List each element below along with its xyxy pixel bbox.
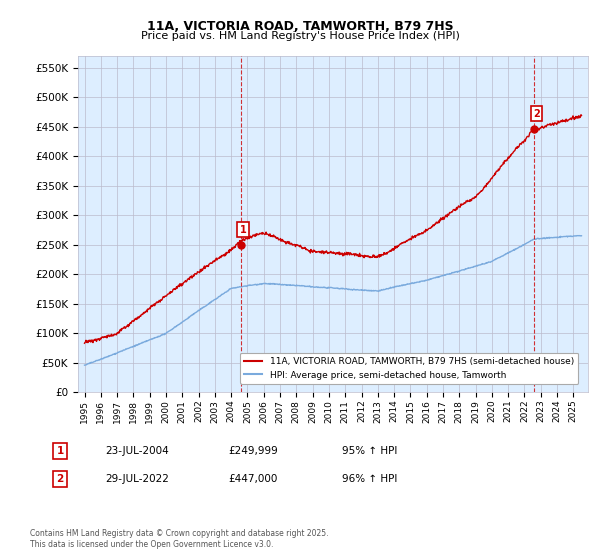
Text: 96% ↑ HPI: 96% ↑ HPI [342,474,397,484]
Text: 95% ↑ HPI: 95% ↑ HPI [342,446,397,456]
Text: 23-JUL-2004: 23-JUL-2004 [105,446,169,456]
Text: 29-JUL-2022: 29-JUL-2022 [105,474,169,484]
Text: Contains HM Land Registry data © Crown copyright and database right 2025.
This d: Contains HM Land Registry data © Crown c… [30,529,329,549]
Text: 2: 2 [56,474,64,484]
Text: £249,999: £249,999 [228,446,278,456]
Text: 2: 2 [533,109,540,119]
Text: 1: 1 [240,225,247,235]
Text: Price paid vs. HM Land Registry's House Price Index (HPI): Price paid vs. HM Land Registry's House … [140,31,460,41]
Legend: 11A, VICTORIA ROAD, TAMWORTH, B79 7HS (semi-detached house), HPI: Average price,: 11A, VICTORIA ROAD, TAMWORTH, B79 7HS (s… [240,353,578,384]
Text: £447,000: £447,000 [228,474,277,484]
Text: 11A, VICTORIA ROAD, TAMWORTH, B79 7HS: 11A, VICTORIA ROAD, TAMWORTH, B79 7HS [146,20,454,32]
Text: 1: 1 [56,446,64,456]
